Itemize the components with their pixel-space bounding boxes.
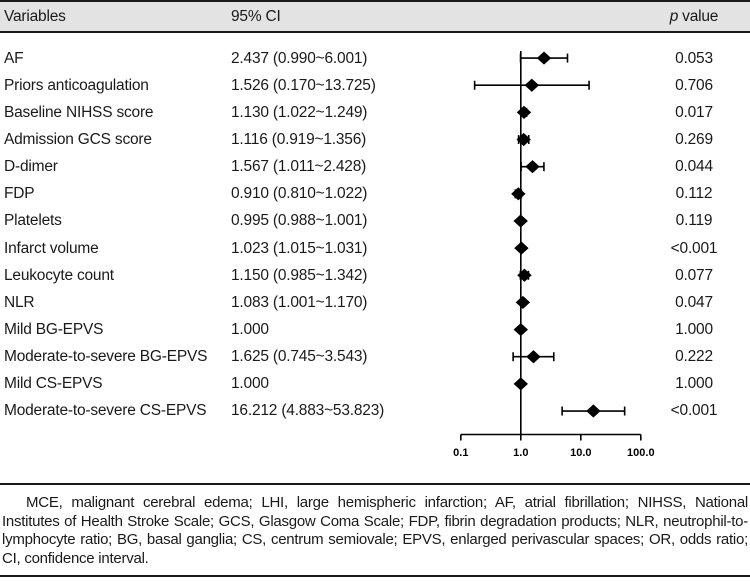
table-bottom-divider (0, 483, 750, 485)
header-divider (0, 31, 750, 33)
row-p-value: 0.269 (675, 130, 713, 148)
col-header-pvalue: p value (656, 2, 732, 31)
row-p-value: 0.077 (675, 266, 713, 284)
row-variable-label: Moderate-to-severe CS-EPVS (4, 402, 207, 420)
x-axis-tick-label: 1.0 (513, 447, 528, 459)
table-row: Priors anticoagulation 1.526 (0.170~13.72… (0, 72, 750, 99)
row-variable-label: Platelets (4, 212, 62, 230)
row-or-ci-value: 1.083 (1.001~1.170) (231, 293, 368, 311)
row-or-ci-value: 1.526 (0.170~13.725) (231, 76, 376, 94)
table-row: Leukocyte count 1.150 (0.985~1.342) 0.077 (0, 262, 750, 289)
row-p-value: 1.000 (675, 321, 713, 338)
row-variable-label: Admission GCS score (4, 130, 152, 148)
row-p-value: <0.001 (670, 402, 718, 420)
row-or-ci-value: 0.910 (0.810~1.022) (231, 185, 368, 203)
row-or-ci-value: 1.130 (1.022~1.249) (231, 103, 368, 121)
x-axis-tick-label: 0.1 (453, 447, 468, 459)
table-row: Mild BG-EPVS 1.000 1.000 (0, 316, 750, 343)
table-row: Infarct volume 1.023 (1.015~1.031) <0.001 (0, 235, 750, 262)
row-p-value: 0.112 (675, 185, 713, 203)
table-header: Variables 95% CI p value (0, 2, 750, 31)
table-row: Platelets 0.995 (0.988~1.001) 0.119 (0, 207, 750, 234)
row-p-value: 0.222 (675, 348, 713, 366)
x-axis-tick-label: 10.0 (570, 447, 591, 459)
row-or-ci-value: 1.023 (1.015~1.031) (231, 239, 368, 257)
row-or-ci-value: 1.000 (231, 321, 269, 338)
row-variable-label: Leukocyte count (4, 266, 114, 284)
row-or-ci-value: 1.567 (1.011~2.428) (231, 158, 367, 176)
table-row: D-dimer 1.567 (1.011~2.428) 0.044 (0, 153, 750, 180)
row-p-value: 0.706 (675, 76, 713, 94)
row-variable-label: Priors anticoagulation (4, 76, 149, 94)
row-p-value: 0.044 (675, 158, 713, 176)
table-row: FDP 0.910 (0.810~1.022) 0.112 (0, 180, 750, 207)
abbreviations-footnote: MCE, malignant cerebral edema; LHI, larg… (2, 494, 748, 567)
row-or-ci-value: 0.995 (0.988~1.001) (231, 212, 368, 230)
row-p-value: <0.001 (670, 239, 718, 257)
top-rule (0, 0, 750, 2)
row-variable-label: NLR (4, 293, 35, 311)
row-p-value: 1.000 (675, 375, 713, 393)
row-p-value: 0.053 (675, 49, 713, 67)
table-row: Moderate-to-severe BG-EPVS 1.625 (0.745~3… (0, 343, 750, 370)
table-row: AF 2.437 (0.990~6.001) 0.053 (0, 45, 750, 72)
row-p-value: 0.119 (675, 212, 713, 230)
row-variable-label: Infarct volume (4, 239, 99, 257)
row-or-ci-value: 1.150 (0.985~1.342) (231, 266, 368, 284)
table-row: Moderate-to-severe CS-EPVS 16.212 (4.883~… (0, 397, 750, 424)
row-variable-label: Baseline NIHSS score (4, 103, 154, 121)
row-or-ci-value: 1.116 (0.919~1.356) (231, 130, 367, 148)
row-variable-label: FDP (4, 185, 35, 203)
table-row: NLR 1.083 (1.001~1.170) 0.047 (0, 289, 750, 316)
bottom-rule (0, 575, 750, 577)
row-or-ci-value: 2.437 (0.990~6.001) (231, 49, 368, 67)
row-or-ci-value: 1.625 (0.745~3.543) (231, 348, 368, 366)
row-variable-label: AF (4, 49, 24, 67)
p-value-italic-p: p (669, 8, 679, 25)
col-header-ci: 95% CI (231, 8, 281, 25)
row-or-ci-value: 16.212 (4.883~53.823) (231, 402, 385, 420)
row-p-value: 0.017 (675, 103, 713, 121)
table-row: Mild CS-EPVS 1.000 1.000 (0, 370, 750, 397)
row-p-value: 0.047 (675, 293, 713, 311)
row-variable-label: D-dimer (4, 158, 58, 176)
table-row: Baseline NIHSS score 1.130 (1.022~1.249) 0… (0, 99, 750, 126)
row-variable-label: Mild BG-EPVS (4, 321, 104, 338)
row-variable-label: Mild CS-EPVS (4, 375, 103, 393)
x-axis-tick-label: 100.0 (627, 447, 655, 459)
row-variable-label: Moderate-to-severe BG-EPVS (4, 348, 208, 366)
table-row: Admission GCS score 1.116 (0.919~1.356) 0.… (0, 126, 750, 153)
row-or-ci-value: 1.000 (231, 375, 269, 393)
p-value-label-rest: value (682, 8, 719, 25)
col-header-variables: Variables (4, 8, 66, 25)
